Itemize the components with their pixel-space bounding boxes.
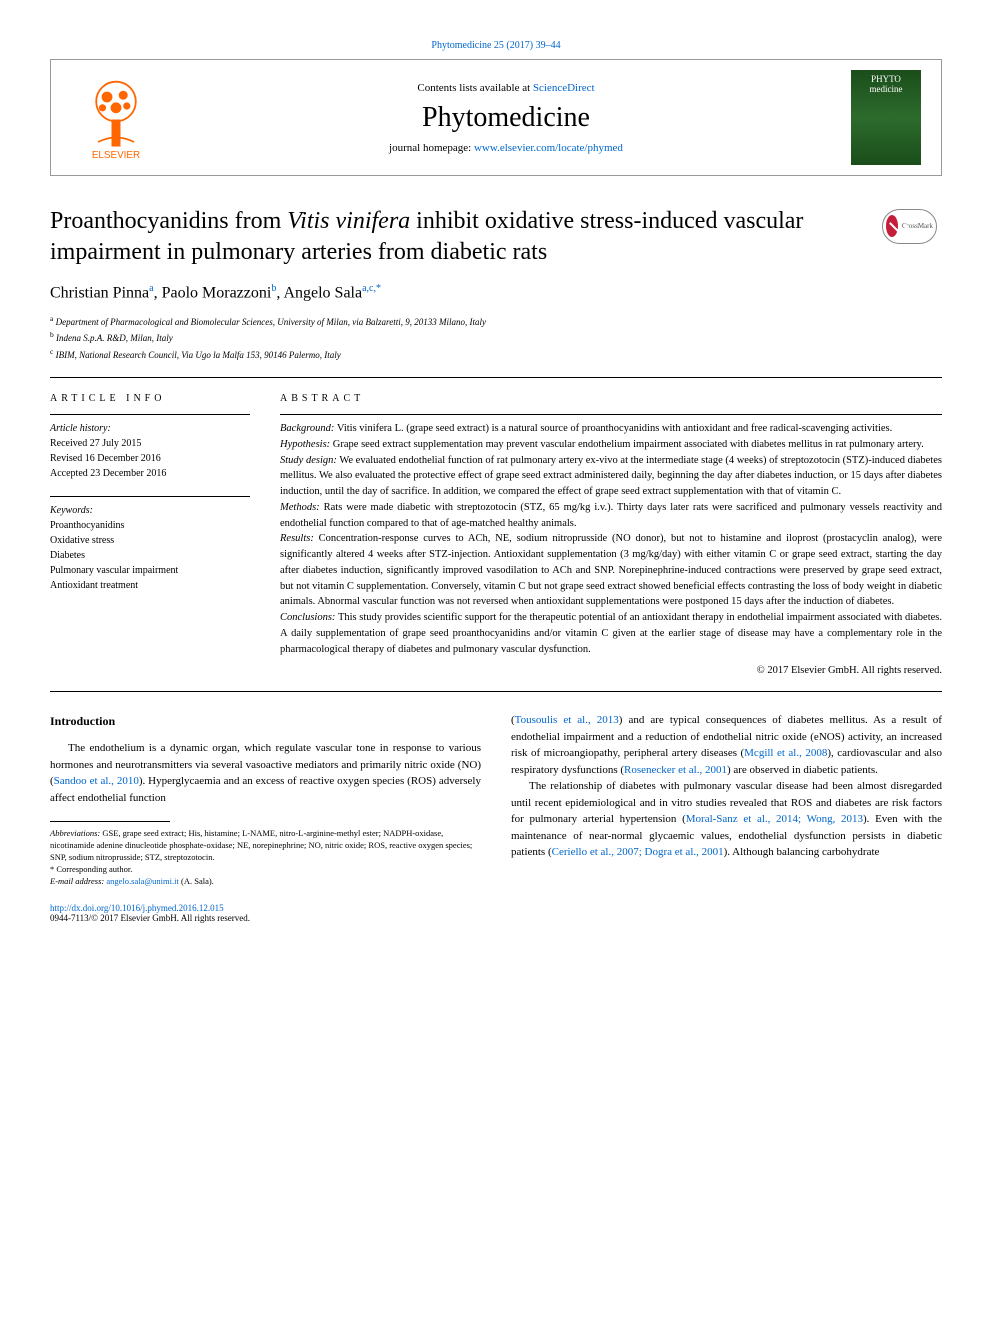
elsevier-logo: ELSEVIER xyxy=(71,70,161,165)
homepage-link[interactable]: www.elsevier.com/locate/phymed xyxy=(474,142,623,154)
right-column: (Tousoulis et al., 2013) and are typical… xyxy=(511,712,942,887)
affiliations: a Department of Pharmacological and Biom… xyxy=(50,313,942,363)
journal-homepage: journal homepage: www.elsevier.com/locat… xyxy=(161,142,851,154)
sciencedirect-link[interactable]: ScienceDirect xyxy=(533,82,595,94)
crossmark-icon xyxy=(886,215,898,237)
keyword: Proanthocyanidins xyxy=(50,518,250,533)
received-date: Received 27 July 2015 xyxy=(50,436,250,451)
keyword: Oxidative stress xyxy=(50,533,250,548)
citation-link[interactable]: Sandoo et al., 2010 xyxy=(54,775,139,787)
divider xyxy=(50,377,942,378)
abstract-section: ABSTRACT Background: Vitis vinifera L. (… xyxy=(280,393,942,676)
journal-cover: PHYTO medicine xyxy=(851,70,921,165)
journal-header: ELSEVIER Contents lists available at Sci… xyxy=(50,59,942,176)
accepted-date: Accepted 23 December 2016 xyxy=(50,466,250,481)
journal-name: Phytomedicine xyxy=(161,102,851,134)
article-info-heading: ARTICLE INFO xyxy=(50,393,250,404)
citation-link[interactable]: Mcgill et al., 2008 xyxy=(744,747,827,759)
intro-paragraph: The relationship of diabetes with pulmon… xyxy=(511,778,942,861)
top-citation[interactable]: Phytomedicine 25 (2017) 39–44 xyxy=(50,40,942,51)
citation-link[interactable]: Rosenecker et al., 2001 xyxy=(624,764,727,776)
bottom-info: http://dx.doi.org/10.1016/j.phymed.2016.… xyxy=(50,903,942,923)
footnote-divider xyxy=(50,821,170,822)
intro-paragraph: The endothelium is a dynamic organ, whic… xyxy=(50,740,481,806)
history-label: Article history: xyxy=(50,421,250,436)
citation-link[interactable]: Ceriello et al., 2007; Dogra et al., 200… xyxy=(552,846,724,858)
revised-date: Revised 16 December 2016 xyxy=(50,451,250,466)
crossmark-badge[interactable]: CrossMark xyxy=(882,206,942,246)
footnotes: Abbreviations: GSE, grape seed extract; … xyxy=(50,828,481,887)
article-title: Proanthocyanidins from Vitis vinifera in… xyxy=(50,206,882,268)
divider xyxy=(50,691,942,692)
copyright-line: © 2017 Elsevier GmbH. All rights reserve… xyxy=(280,665,942,676)
elsevier-label: ELSEVIER xyxy=(92,150,140,160)
abstract-heading: ABSTRACT xyxy=(280,393,942,404)
email-link[interactable]: angelo.sala@unimi.it xyxy=(106,876,179,886)
article-info-sidebar: ARTICLE INFO Article history: Received 2… xyxy=(50,393,250,676)
introduction-heading: Introduction xyxy=(50,712,481,730)
citation-link[interactable]: Moral-Sanz et al., 2014; Wong, 2013 xyxy=(686,813,863,825)
contents-available: Contents lists available at ScienceDirec… xyxy=(161,82,851,94)
keyword: Diabetes xyxy=(50,548,250,563)
keywords-label: Keywords: xyxy=(50,503,250,518)
keyword: Pulmonary vascular impairment xyxy=(50,563,250,578)
intro-paragraph: (Tousoulis et al., 2013) and are typical… xyxy=(511,712,942,778)
left-column: Introduction The endothelium is a dynami… xyxy=(50,712,481,887)
keyword: Antioxidant treatment xyxy=(50,578,250,593)
authors-line: Christian Pinnaa, Paolo Morazzonib, Ange… xyxy=(50,283,942,302)
citation-link[interactable]: Tousoulis et al., 2013 xyxy=(515,714,619,726)
doi-link[interactable]: http://dx.doi.org/10.1016/j.phymed.2016.… xyxy=(50,903,224,913)
issn-line: 0944-7113/© 2017 Elsevier GmbH. All righ… xyxy=(50,913,942,923)
